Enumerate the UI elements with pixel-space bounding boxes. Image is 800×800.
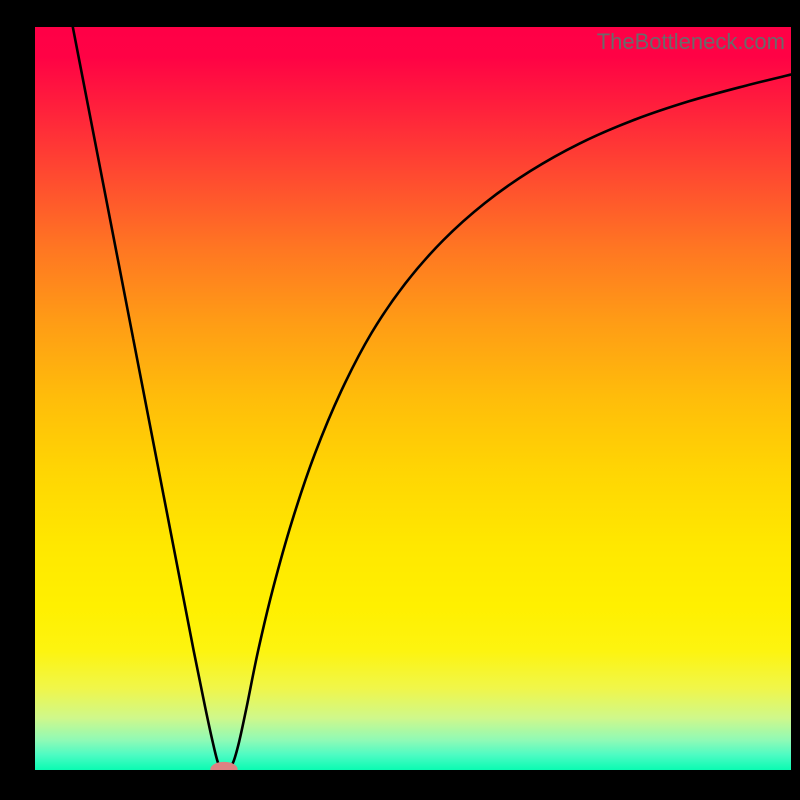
chart-svg <box>35 27 791 770</box>
plot-area: TheBottleneck.com <box>35 27 791 770</box>
gradient-background <box>35 27 791 770</box>
chart-frame: TheBottleneck.com <box>0 0 800 800</box>
watermark-text: TheBottleneck.com <box>597 29 785 55</box>
